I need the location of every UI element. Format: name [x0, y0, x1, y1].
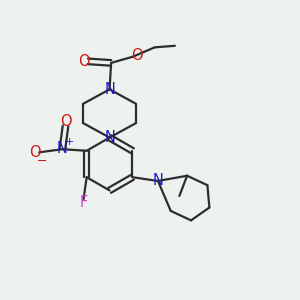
- Text: O: O: [78, 54, 90, 69]
- Text: N: N: [104, 130, 115, 145]
- Text: O: O: [60, 114, 71, 129]
- Text: N: N: [104, 82, 115, 97]
- Text: N: N: [152, 173, 164, 188]
- Text: +: +: [64, 137, 74, 147]
- Text: F: F: [80, 195, 88, 210]
- Text: O: O: [131, 48, 142, 63]
- Text: −: −: [36, 154, 47, 167]
- Text: O: O: [29, 145, 41, 160]
- Text: N: N: [57, 141, 68, 156]
